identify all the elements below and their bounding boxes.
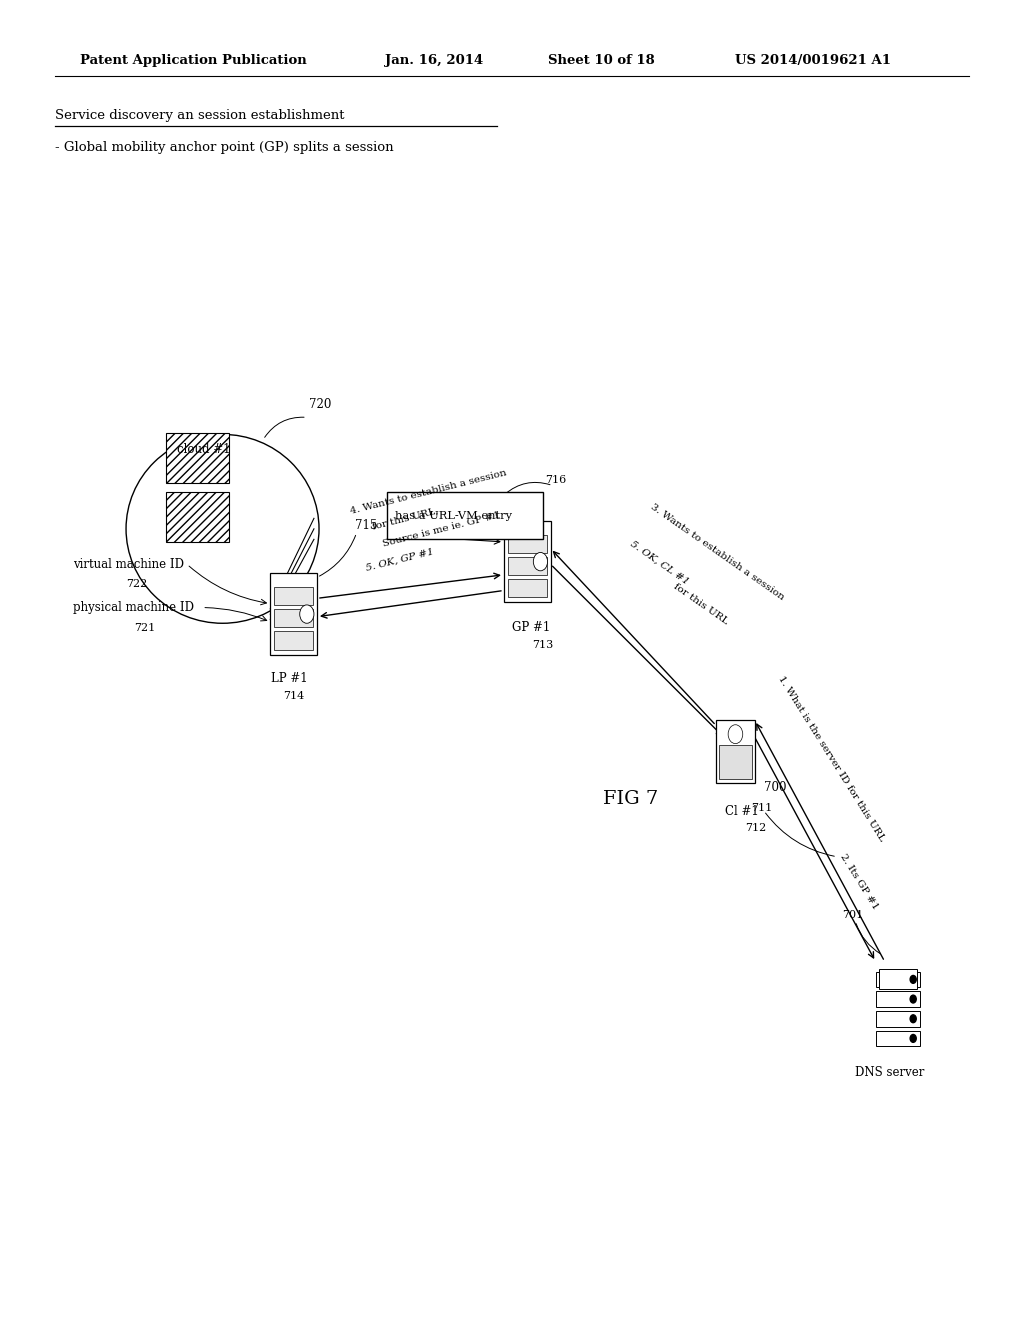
Text: DNS server: DNS server — [855, 1065, 925, 1078]
Text: 1. What is the server ID for this URL: 1. What is the server ID for this URL — [776, 675, 886, 843]
Text: cloud #1: cloud #1 — [177, 442, 230, 455]
Text: Source is me ie. GP #1: Source is me ie. GP #1 — [372, 510, 501, 550]
Circle shape — [534, 553, 548, 570]
Text: 720: 720 — [309, 399, 331, 411]
Bar — [274, 587, 313, 606]
Text: 5. OK, GP #1: 5. OK, GP #1 — [365, 548, 434, 573]
Circle shape — [910, 995, 916, 1003]
Text: 5. OK, CL #1: 5. OK, CL #1 — [629, 540, 690, 586]
Circle shape — [300, 605, 314, 623]
Text: 3. Wants to establish a session: 3. Wants to establish a session — [648, 503, 785, 602]
Circle shape — [728, 725, 742, 743]
Text: 701: 701 — [842, 911, 863, 920]
Bar — [508, 557, 547, 576]
Text: 2. Its GP #1: 2. Its GP #1 — [839, 853, 881, 911]
Text: 4. Wants to establish a session: 4. Wants to establish a session — [349, 469, 508, 516]
Text: 721: 721 — [134, 623, 156, 634]
FancyBboxPatch shape — [387, 492, 544, 540]
Text: Cl #1: Cl #1 — [725, 805, 759, 818]
Bar — [719, 744, 752, 779]
Text: for this URL: for this URL — [664, 576, 730, 626]
Text: US 2014/0019621 A1: US 2014/0019621 A1 — [735, 54, 892, 67]
Bar — [270, 573, 317, 655]
Circle shape — [910, 975, 916, 983]
Text: 722: 722 — [126, 578, 147, 589]
Text: FIG 7: FIG 7 — [603, 791, 658, 808]
Text: virtual machine ID: virtual machine ID — [74, 558, 184, 572]
Bar — [508, 535, 547, 553]
Bar — [508, 579, 547, 597]
Text: 715: 715 — [354, 519, 377, 532]
Bar — [504, 521, 551, 602]
Bar — [879, 969, 918, 989]
Text: Service discovery an session establishment: Service discovery an session establishme… — [55, 110, 344, 121]
Bar — [716, 721, 755, 783]
Text: Sheet 10 of 18: Sheet 10 of 18 — [548, 54, 654, 67]
Text: GP #1: GP #1 — [512, 622, 550, 634]
Text: 712: 712 — [745, 822, 767, 833]
Bar — [876, 972, 921, 987]
Text: LP #1: LP #1 — [271, 672, 308, 685]
Bar — [166, 492, 228, 543]
Text: 711: 711 — [751, 803, 772, 813]
Text: has a URL-VM entry: has a URL-VM entry — [395, 511, 512, 520]
Bar — [876, 991, 921, 1007]
Bar — [274, 610, 313, 627]
Text: 713: 713 — [532, 640, 554, 651]
Bar — [876, 1031, 921, 1047]
Bar — [166, 433, 228, 483]
Text: Patent Application Publication: Patent Application Publication — [80, 54, 307, 67]
Circle shape — [910, 1035, 916, 1043]
Text: for this URL,: for this URL, — [361, 506, 439, 533]
Bar — [876, 1011, 921, 1027]
Circle shape — [910, 1015, 916, 1023]
Text: 716: 716 — [546, 475, 566, 484]
Text: - Global mobility anchor point (GP) splits a session: - Global mobility anchor point (GP) spli… — [55, 140, 393, 153]
Bar — [274, 631, 313, 649]
Ellipse shape — [126, 434, 319, 623]
Text: 714: 714 — [284, 692, 305, 701]
Text: Jan. 16, 2014: Jan. 16, 2014 — [385, 54, 483, 67]
Text: physical machine ID: physical machine ID — [74, 602, 195, 615]
Text: 700: 700 — [764, 781, 786, 795]
